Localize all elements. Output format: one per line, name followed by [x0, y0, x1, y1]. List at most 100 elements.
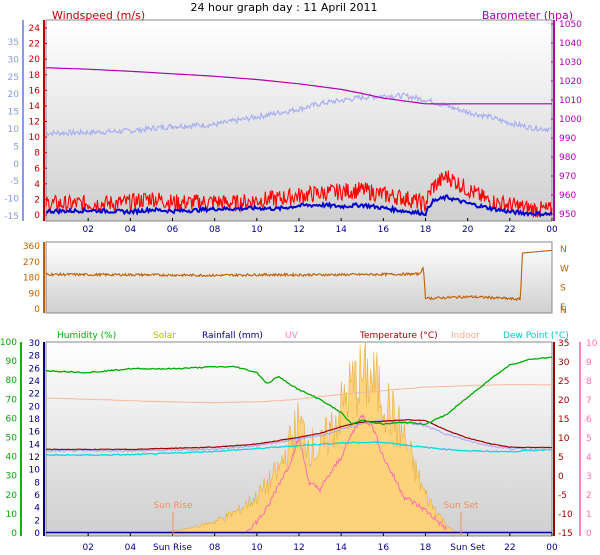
rainfall-tick: 6 — [34, 491, 40, 501]
climate-x-tick: Sun Rise — [153, 543, 192, 553]
wind-x-tick: 12 — [293, 225, 304, 235]
solar-area — [161, 341, 458, 534]
wind-x-tick: 10 — [251, 225, 263, 235]
uv-tick: 1 — [586, 510, 592, 520]
outer-left-tick: 15 — [8, 108, 19, 118]
windspeed-tick: 18 — [29, 71, 41, 81]
humidity-tick: 0 — [11, 529, 17, 539]
compass-label: N — [560, 245, 567, 255]
direction-tick: 180 — [23, 274, 40, 284]
uv-tick: 0 — [586, 529, 592, 539]
wind-x-tick: 06 — [167, 225, 179, 235]
outdoor-temp-line — [45, 92, 553, 138]
humidity-tick: 50 — [6, 434, 18, 444]
rainfall-tick: 4 — [34, 504, 40, 514]
uv-tick: 10 — [586, 339, 598, 349]
wind-x-tick: 22 — [504, 225, 515, 235]
rainfall-tick: 22 — [29, 390, 40, 400]
barometer-tick: 1050 — [559, 20, 582, 30]
barometer-tick: 1000 — [559, 115, 582, 125]
climate-x-tick: 22 — [504, 543, 515, 553]
windspeed-tick: 8 — [34, 149, 40, 159]
humidity-line — [45, 356, 553, 426]
wind-x-tick: 14 — [335, 225, 347, 235]
uv-tick: 6 — [586, 415, 592, 425]
wind-x-tick: 08 — [209, 225, 221, 235]
rainfall-tick: 2 — [34, 516, 40, 526]
compass-label: W — [560, 264, 569, 274]
wind-panel — [45, 19, 553, 222]
temperature-tick: -10 — [558, 510, 573, 520]
windspeed-tick: 20 — [29, 55, 41, 65]
legend-3: UV — [285, 331, 299, 341]
temperature-tick: -5 — [558, 491, 567, 501]
rainfall-tick: 16 — [29, 428, 41, 438]
climate-x-tick: 08 — [209, 543, 221, 553]
direction-tick: 270 — [23, 258, 40, 268]
windspeed-tick: 0 — [34, 211, 40, 221]
legend-5: Indoor — [451, 331, 480, 341]
temperature-line — [45, 419, 553, 451]
sun-rise-label: Sun Rise — [154, 501, 193, 511]
temperature-tick: 25 — [558, 377, 569, 387]
humidity-tick: 30 — [6, 472, 18, 482]
rainfall-tick: 10 — [29, 466, 41, 476]
apparent-temp-line — [45, 419, 553, 453]
temperature-tick: 35 — [558, 339, 569, 349]
rainfall-tick: 12 — [29, 453, 40, 463]
windspeed-tick: 10 — [29, 133, 41, 143]
humidity-tick: 40 — [6, 453, 18, 463]
rainfall-tick: 26 — [29, 364, 41, 374]
barometer-tick: 1030 — [559, 58, 582, 68]
temperature-tick: 0 — [558, 472, 564, 482]
humidity-tick: 80 — [6, 376, 18, 386]
uv-tick: 5 — [586, 434, 592, 444]
wind-x-tick: 02 — [82, 225, 93, 235]
temperature-tick: 5 — [558, 453, 564, 463]
barometer-tick: 1040 — [559, 39, 582, 49]
outer-left-tick: -5 — [10, 177, 19, 187]
windspeed-tick: 2 — [34, 195, 40, 205]
barometer-tick: 960 — [559, 191, 576, 201]
humidity-tick: 10 — [6, 510, 18, 520]
climate-x-tick: 16 — [378, 543, 390, 553]
uv-tick: 7 — [586, 396, 592, 406]
barometer-tick: 1020 — [559, 77, 582, 87]
windspeed-tick: 6 — [34, 164, 40, 174]
humidity-tick: 100 — [0, 338, 17, 348]
compass-label: E — [560, 303, 566, 313]
wind-x-tick: 20 — [462, 225, 474, 235]
outer-left-tick: -15 — [4, 212, 19, 222]
rainfall-tick: 0 — [34, 529, 40, 539]
direction-tick: 360 — [23, 242, 40, 252]
dew-point-line — [45, 441, 553, 457]
outer-left-tick: 0 — [13, 160, 19, 170]
barometer-tick: 990 — [559, 134, 576, 144]
climate-x-tick: 14 — [335, 543, 347, 553]
windspeed-tick: 4 — [34, 180, 40, 190]
uv-tick: 4 — [586, 453, 592, 463]
legend-0: Humidity (%) — [57, 331, 116, 341]
humidity-tick: 90 — [6, 357, 18, 367]
compass-label: S — [560, 284, 566, 294]
windspeed-tick: 24 — [29, 24, 41, 34]
climate-x-tick: 12 — [293, 543, 304, 553]
climate-x-tick: 10 — [251, 543, 263, 553]
legend-6: Dew Point (°C) — [503, 331, 569, 341]
uv-tick: 8 — [586, 377, 592, 387]
outer-left-tick: 35 — [8, 38, 19, 48]
humidity-tick: 20 — [6, 491, 18, 501]
direction-tick: 90 — [29, 289, 41, 299]
humidity-tick: 60 — [6, 414, 18, 424]
rainfall-tick: 28 — [29, 352, 41, 362]
windspeed-tick: 16 — [29, 86, 41, 96]
uv-tick: 2 — [586, 491, 592, 501]
barometer-tick: 950 — [559, 210, 576, 220]
sun-set-label: Sun Set — [444, 501, 479, 511]
temperature-tick: 15 — [558, 415, 569, 425]
wind-x-tick: 04 — [125, 225, 137, 235]
wind-direction-line — [45, 249, 553, 302]
barometer-tick: 970 — [559, 172, 576, 182]
windspeed-tick: 22 — [29, 40, 40, 50]
